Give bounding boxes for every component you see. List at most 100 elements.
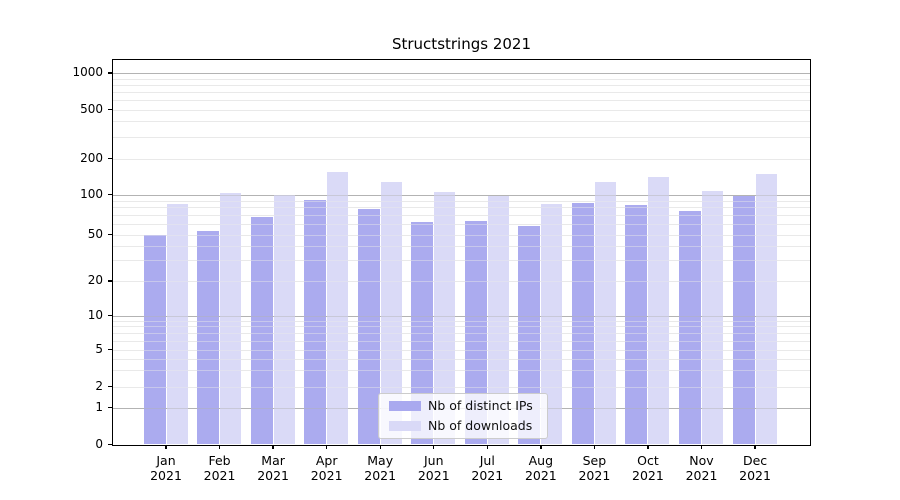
plot-area	[113, 60, 810, 444]
y-gridline-minor	[113, 349, 810, 351]
x-tick-label: Feb 2021	[203, 453, 236, 483]
y-gridline-minor	[113, 281, 810, 282]
y-gridline-minor	[113, 84, 810, 86]
y-tick-label: 10	[87, 307, 103, 322]
y-gridline-minor	[113, 386, 810, 388]
y-gridline-minor	[113, 370, 810, 372]
x-tick	[379, 445, 381, 449]
y-gridline-minor	[113, 136, 810, 138]
bar-downloads-sep	[594, 181, 616, 444]
y-gridline-minor	[113, 99, 810, 101]
y-tick-label: 1	[95, 399, 103, 414]
y-gridline-minor	[113, 200, 810, 202]
y-gridline-minor	[113, 99, 810, 101]
x-tick	[325, 445, 328, 449]
x-tick	[540, 445, 542, 449]
y-gridline-minor	[113, 109, 810, 111]
x-tick	[272, 445, 274, 449]
y-tick	[108, 72, 113, 74]
chart-title: Structstrings 2021	[391, 35, 532, 53]
y-gridline-major	[113, 73, 810, 74]
y-tick-label: 200	[80, 150, 103, 165]
bar-distinct-ips-aug	[518, 225, 541, 444]
bar-distinct-ips-sep	[571, 202, 594, 444]
x-tick-label: Aug 2021	[524, 453, 557, 483]
y-gridline-minor	[113, 158, 810, 160]
bar-downloads-nov	[702, 191, 723, 444]
y-gridline-minor	[113, 234, 810, 236]
y-gridline-minor	[113, 358, 810, 360]
bar-distinct-ips-jun	[411, 222, 434, 444]
y-tick	[108, 280, 113, 282]
legend-label-distinct-ips: Nb of distinct IPs	[428, 398, 533, 413]
y-gridline-minor	[113, 245, 810, 247]
legend: Nb of distinct IPs Nb of downloads	[378, 393, 548, 439]
y-tick-label: 20	[87, 273, 103, 287]
x-tick-label: Jan 2021	[150, 453, 182, 483]
x-tick	[433, 445, 435, 449]
y-tick-label: 50	[87, 226, 103, 241]
bar-distinct-ips-jul	[464, 221, 487, 444]
bar-distinct-ips-oct	[625, 205, 648, 444]
y-gridline-minor	[113, 358, 810, 360]
y-gridline-minor	[113, 78, 810, 80]
y-gridline-minor	[113, 78, 810, 80]
y-gridline-minor	[113, 207, 810, 209]
y-gridline-minor	[113, 340, 810, 342]
bar-downloads-feb	[220, 192, 242, 444]
y-gridline-minor	[113, 281, 810, 282]
x-tick-label: Jun 2021	[417, 453, 450, 483]
bar-distinct-ips-apr	[304, 199, 327, 444]
bar-distinct-ips-feb	[197, 231, 220, 444]
y-tick	[108, 385, 113, 388]
y-tick	[108, 193, 113, 196]
y-tick-label: 5	[95, 341, 103, 356]
y-gridline-minor	[113, 207, 810, 209]
y-tick	[108, 157, 113, 160]
y-tick-label: 500	[80, 101, 103, 116]
bar-distinct-ips-nov	[679, 211, 701, 444]
y-gridline-minor	[113, 370, 810, 372]
y-tick-label: 1000	[72, 65, 103, 79]
bar-distinct-ips-mar	[250, 216, 273, 444]
y-tick-label: 100	[80, 186, 103, 201]
y-gridline-minor	[113, 326, 810, 328]
bar-downloads-dec	[755, 174, 777, 444]
y-gridline-minor	[113, 234, 810, 236]
y-gridline-minor	[113, 109, 810, 111]
y-gridline-minor	[113, 340, 810, 342]
x-tick	[647, 445, 649, 449]
y-gridline-major	[113, 194, 810, 196]
y-gridline-minor	[113, 349, 810, 351]
x-tick	[700, 445, 703, 449]
y-tick	[108, 406, 113, 409]
y-gridline-minor	[113, 215, 810, 217]
y-gridline-minor	[113, 215, 810, 217]
x-tick-label: May 2021	[364, 453, 397, 483]
x-tick-label: Nov 2021	[685, 453, 718, 483]
x-tick-label: Jul 2021	[471, 453, 504, 483]
y-tick-label: 0	[95, 436, 103, 451]
x-tick-label: Dec 2021	[739, 453, 771, 483]
bar-downloads-jun	[434, 192, 456, 444]
bar-distinct-ips-jan	[143, 234, 166, 444]
bar-downloads-mar	[273, 194, 295, 444]
y-gridline-minor	[113, 136, 810, 138]
y-gridline-minor	[113, 245, 810, 247]
y-gridline-minor	[113, 260, 810, 262]
legend-swatch-distinct-ips	[389, 401, 421, 411]
x-tick	[593, 445, 596, 449]
bar-downloads-oct	[648, 177, 670, 444]
y-tick-label: 2	[95, 378, 103, 393]
y-tick	[108, 443, 113, 446]
y-gridline-major	[113, 315, 810, 317]
x-tick-label: Oct 2021	[632, 453, 664, 483]
bar-downloads-aug	[541, 203, 563, 444]
bar-downloads-apr	[327, 171, 349, 444]
x-tick	[486, 445, 488, 449]
x-tick-label: Mar 2021	[257, 453, 289, 483]
y-gridline-major	[113, 73, 810, 74]
y-gridline-minor	[113, 260, 810, 262]
y-gridline-minor	[113, 320, 810, 322]
